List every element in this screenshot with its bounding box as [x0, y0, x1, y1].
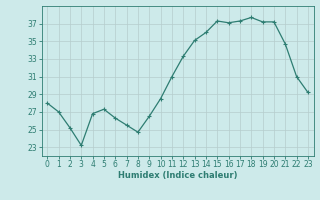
X-axis label: Humidex (Indice chaleur): Humidex (Indice chaleur) — [118, 171, 237, 180]
